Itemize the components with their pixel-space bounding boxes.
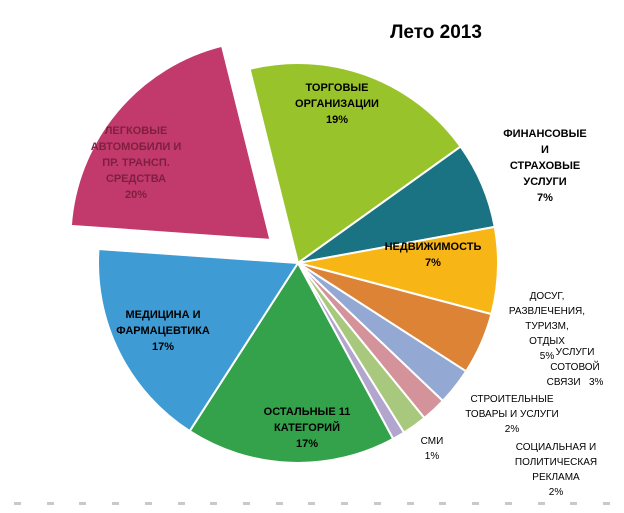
tick-mark [177,502,185,505]
pie-slice-passenger-cars-transport [69,44,272,241]
tick-mark [112,502,120,505]
callout-other-categories: ОСТАЛЬНЫЕ 11 КАТЕГОРИЙ 17% [263,406,351,450]
tick-mark [46,502,54,505]
tick-mark [406,502,414,505]
callout-mass-media: СМИ 1% [420,436,444,462]
tick-mark [275,502,283,505]
pie-slice-trade-organizations [248,61,462,264]
tick-mark [472,502,480,505]
cropped-bottom-artifacts [14,502,610,505]
tick-mark [439,502,447,505]
tick-mark [570,502,578,505]
tick-mark [308,502,316,505]
callout-construction-goods: СТРОИТЕЛЬНЫЕ ТОВАРЫ И УСЛУГИ 2% [465,394,559,435]
tick-mark [79,502,87,505]
tick-mark [504,502,512,505]
callout-medicine-pharma: МЕДИЦИНА И ФАРМАЦЕВТИКА 17% [116,309,210,353]
tick-mark [210,502,218,505]
callout-social-political-ads: СОЦИАЛЬНАЯ И ПОЛИТИЧЕСКАЯ РЕКЛАМА 2% [514,442,598,498]
tick-mark [373,502,381,505]
tick-mark [14,502,21,505]
callout-trade-organizations: ТОРГОВЫЕ ОРГАНИЗАЦИИ 19% [295,82,379,126]
tick-mark [602,502,610,505]
pie-slice-other-11-categories [188,262,395,464]
tick-mark [341,502,349,505]
pie-slice-medicine-pharmaceutics [97,248,299,433]
callout-leisure-tourism: ДОСУГ, РАЗВЛЕЧЕНИЯ, ТУРИЗМ, ОТДЫХ 5% [508,291,586,362]
callout-cars-transport: ЛЕГКОВЫЕ АВТОМОБИЛИ И ПР. ТРАНСП. СРЕДСТ… [90,125,182,201]
callout-financial-insurance: ФИНАНСОВЫЕ И СТРАХОВЫЕ УСЛУГИ 7% [503,128,587,204]
tick-mark [537,502,545,505]
chart-title: Лето 2013 [390,22,482,43]
callout-mobile-services: УСЛУГИ СОТОВОЙ СВЯЗИ 3% [546,347,604,388]
tick-mark [243,502,251,505]
tick-mark [144,502,152,505]
callout-real-estate: НЕДВИЖИМОСТЬ 7% [384,241,482,269]
